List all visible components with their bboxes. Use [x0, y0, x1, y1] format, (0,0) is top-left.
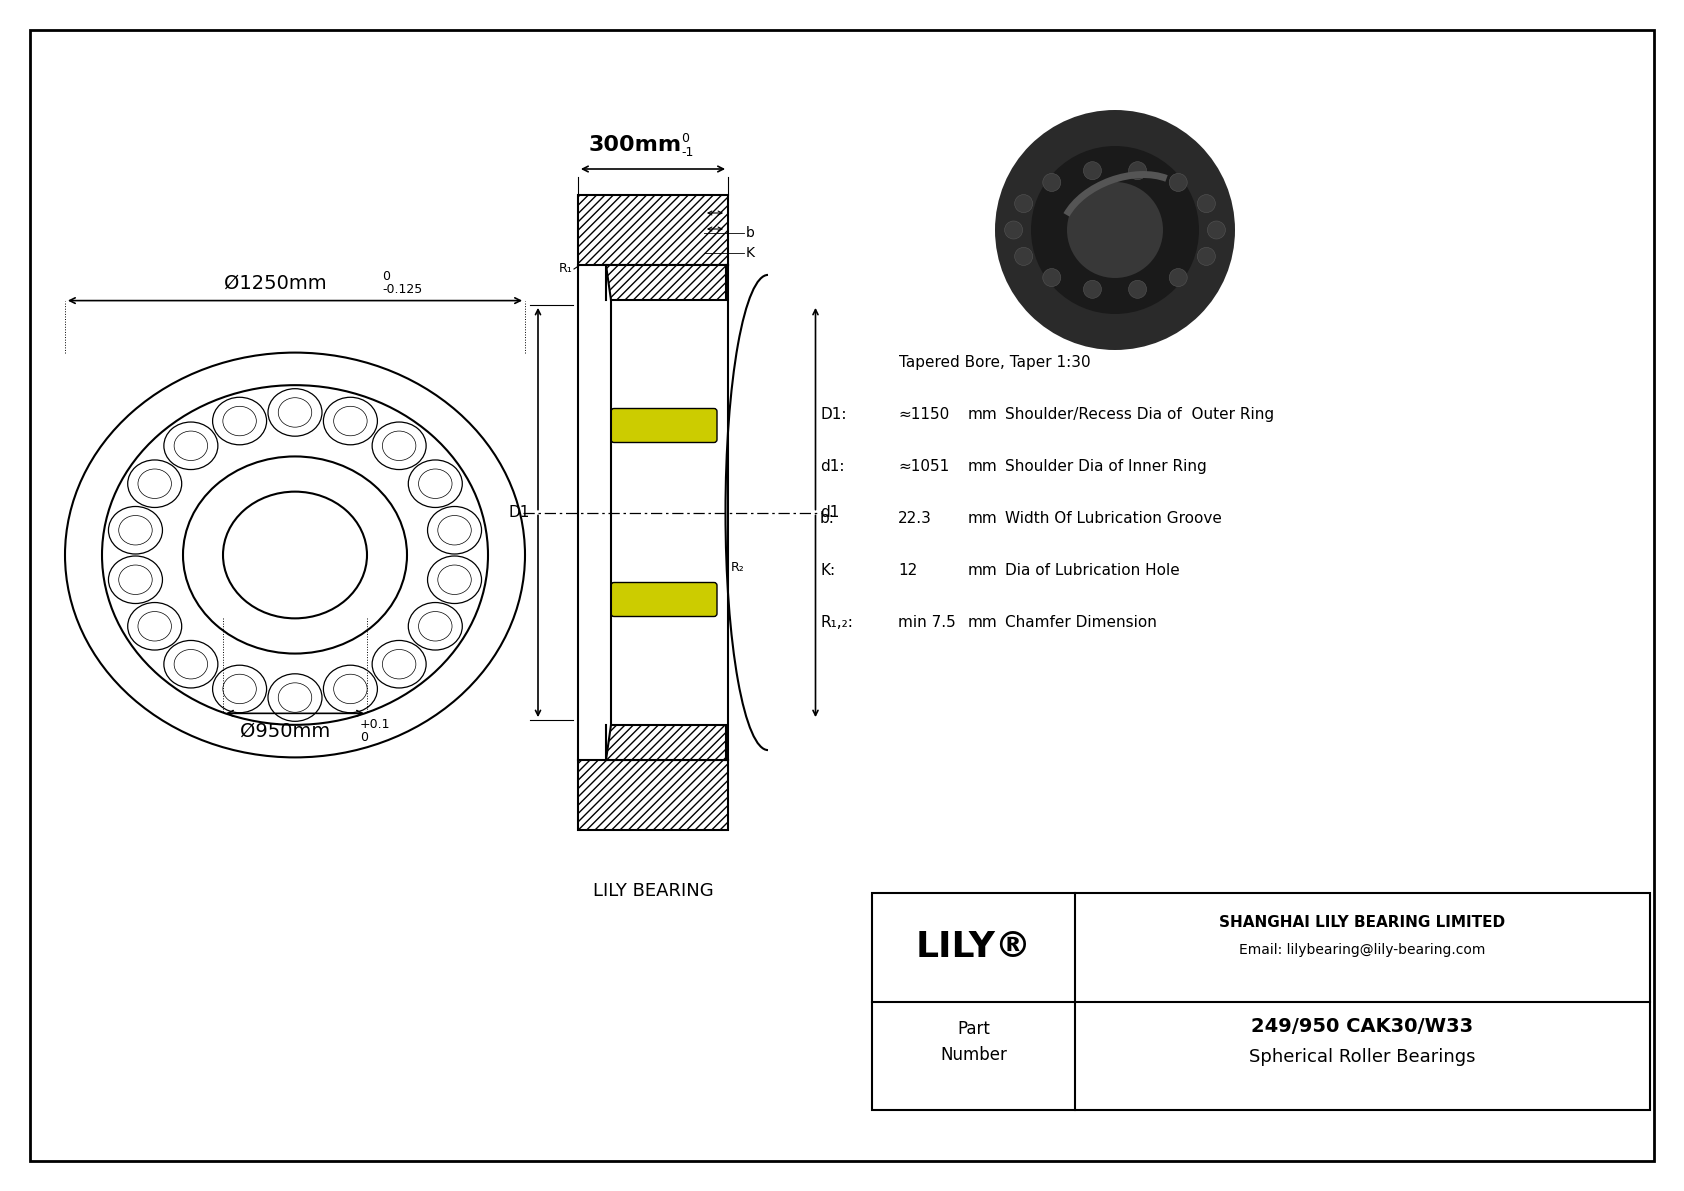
Text: 22.3: 22.3	[898, 511, 931, 526]
Text: ≈1051: ≈1051	[898, 459, 950, 474]
Circle shape	[1169, 174, 1187, 192]
Text: 249/950 CAK30/W33: 249/950 CAK30/W33	[1251, 1017, 1474, 1036]
Text: mm: mm	[968, 407, 997, 422]
Circle shape	[995, 110, 1234, 350]
Text: -1: -1	[680, 146, 694, 160]
Text: b: b	[746, 226, 754, 241]
Text: d1: d1	[820, 505, 840, 520]
Text: Part: Part	[957, 1019, 990, 1037]
Circle shape	[1128, 280, 1147, 298]
Circle shape	[1197, 194, 1216, 213]
Bar	[578, 760, 727, 830]
FancyBboxPatch shape	[611, 409, 717, 443]
Text: Chamfer Dimension: Chamfer Dimension	[1005, 615, 1157, 630]
Circle shape	[1083, 280, 1101, 298]
Text: R₂: R₂	[731, 561, 744, 574]
Circle shape	[1207, 222, 1226, 239]
Text: mm: mm	[968, 563, 997, 578]
Text: Number: Number	[940, 1046, 1007, 1064]
Circle shape	[1169, 268, 1187, 287]
Polygon shape	[606, 266, 726, 300]
Text: LILY BEARING: LILY BEARING	[593, 883, 714, 900]
Text: SHANGHAI LILY BEARING LIMITED: SHANGHAI LILY BEARING LIMITED	[1219, 915, 1505, 930]
Text: Shoulder/Recess Dia of  Outer Ring: Shoulder/Recess Dia of Outer Ring	[1005, 407, 1275, 422]
Text: Shoulder Dia of Inner Ring: Shoulder Dia of Inner Ring	[1005, 459, 1207, 474]
Text: Spherical Roller Bearings: Spherical Roller Bearings	[1250, 1048, 1475, 1066]
Text: Email: lilybearing@lily-bearing.com: Email: lilybearing@lily-bearing.com	[1239, 943, 1485, 958]
Text: Ø1250mm: Ø1250mm	[224, 274, 327, 293]
Text: mm: mm	[968, 459, 997, 474]
Text: mm: mm	[968, 615, 997, 630]
Text: Ø950mm: Ø950mm	[239, 722, 330, 741]
Text: -0.125: -0.125	[382, 282, 423, 295]
Text: ≈1150: ≈1150	[898, 407, 950, 422]
FancyBboxPatch shape	[611, 582, 717, 617]
Polygon shape	[606, 725, 726, 760]
Text: K:: K:	[820, 563, 835, 578]
Text: d1:: d1:	[820, 459, 844, 474]
Circle shape	[1128, 162, 1147, 180]
Circle shape	[1015, 248, 1032, 266]
Circle shape	[1083, 162, 1101, 180]
Text: R₁: R₁	[559, 262, 573, 275]
Text: b:: b:	[820, 511, 835, 526]
Text: 12: 12	[898, 563, 918, 578]
Circle shape	[1042, 174, 1061, 192]
Text: Width Of Lubrication Groove: Width Of Lubrication Groove	[1005, 511, 1223, 526]
Text: R₁,₂:: R₁,₂:	[820, 615, 852, 630]
Text: 0: 0	[382, 269, 391, 282]
Circle shape	[1197, 248, 1216, 266]
Text: LILY®: LILY®	[916, 930, 1032, 965]
Text: Dia of Lubrication Hole: Dia of Lubrication Hole	[1005, 563, 1180, 578]
Circle shape	[1031, 146, 1199, 314]
Text: K: K	[746, 247, 754, 260]
Circle shape	[1005, 222, 1022, 239]
Circle shape	[1015, 194, 1032, 213]
Text: 0: 0	[360, 731, 369, 744]
Text: 0: 0	[680, 132, 689, 145]
Text: Tapered Bore, Taper 1:30: Tapered Bore, Taper 1:30	[899, 355, 1091, 370]
Circle shape	[1068, 182, 1164, 278]
Text: +0.1: +0.1	[360, 718, 391, 731]
Bar	[578, 195, 727, 266]
Text: mm: mm	[968, 511, 997, 526]
Text: min 7.5: min 7.5	[898, 615, 957, 630]
Bar	[872, 893, 1650, 1110]
Circle shape	[1042, 268, 1061, 287]
Text: D1: D1	[509, 505, 530, 520]
Text: D1:: D1:	[820, 407, 847, 422]
Text: 300mm: 300mm	[588, 135, 682, 155]
